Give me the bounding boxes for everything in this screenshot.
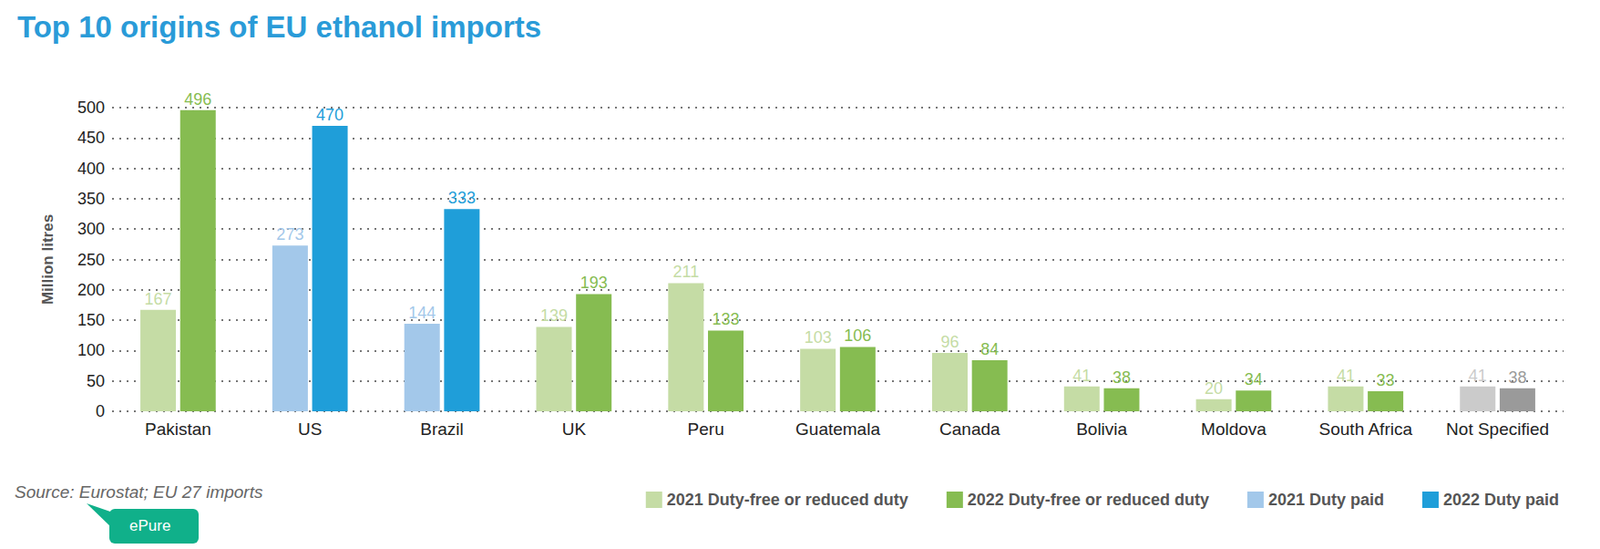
svg-text:144: 144 (408, 303, 436, 322)
svg-text:41: 41 (1336, 366, 1355, 385)
svg-text:Source: Eurostat; EU 27 import: Source: Eurostat; EU 27 imports (14, 482, 264, 502)
svg-text:34: 34 (1244, 369, 1263, 389)
svg-text:Pakistan: Pakistan (144, 419, 212, 439)
svg-text:38: 38 (1112, 368, 1131, 387)
svg-text:2022 Duty paid: 2022 Duty paid (1443, 490, 1559, 509)
svg-text:Peru: Peru (687, 419, 725, 439)
svg-text:133: 133 (711, 309, 739, 329)
svg-text:150: 150 (77, 310, 105, 329)
svg-text:2022 Duty-free or reduced duty: 2022 Duty-free or reduced duty (967, 490, 1210, 509)
svg-text:450: 450 (77, 128, 105, 147)
svg-text:167: 167 (144, 289, 173, 308)
svg-text:2021 Duty-free or reduced duty: 2021 Duty-free or reduced duty (666, 490, 909, 509)
svg-text:139: 139 (540, 306, 568, 325)
svg-text:Moldova: Moldova (1200, 419, 1267, 439)
svg-text:300: 300 (77, 219, 105, 238)
svg-text:2021 Duty paid: 2021 Duty paid (1268, 490, 1385, 509)
svg-text:Top 10 origins of EU ethanol i: Top 10 origins of EU ethanol imports (17, 10, 542, 44)
svg-text:333: 333 (448, 188, 476, 207)
svg-text:250: 250 (77, 250, 105, 269)
svg-text:400: 400 (77, 159, 105, 178)
svg-text:100: 100 (77, 340, 105, 359)
svg-text:41: 41 (1468, 366, 1488, 385)
svg-text:UK: UK (562, 419, 587, 439)
svg-text:41: 41 (1072, 366, 1091, 385)
svg-text:South Africa: South Africa (1319, 419, 1414, 439)
svg-text:496: 496 (184, 90, 212, 109)
svg-text:273: 273 (276, 225, 304, 244)
svg-text:Not Specified: Not Specified (1446, 419, 1549, 439)
svg-text:US: US (297, 419, 322, 439)
svg-text:103: 103 (804, 328, 832, 347)
svg-text:38: 38 (1507, 368, 1527, 387)
svg-text:96: 96 (940, 332, 959, 351)
svg-text:211: 211 (672, 262, 699, 281)
svg-text:106: 106 (843, 326, 872, 345)
svg-text:193: 193 (580, 273, 608, 292)
svg-text:0: 0 (95, 401, 105, 421)
svg-text:Guatemala: Guatemala (795, 419, 881, 439)
svg-text:50: 50 (86, 371, 105, 390)
svg-text:Canada: Canada (939, 419, 1001, 439)
svg-text:470: 470 (316, 105, 344, 124)
svg-text:84: 84 (980, 339, 999, 359)
svg-text:20: 20 (1204, 379, 1223, 398)
svg-text:350: 350 (77, 189, 105, 208)
svg-text:500: 500 (77, 98, 105, 117)
svg-text:Brazil: Brazil (420, 419, 464, 439)
svg-text:Million litres: Million litres (39, 214, 57, 305)
svg-text:Bolivia: Bolivia (1076, 419, 1128, 439)
svg-text:200: 200 (77, 280, 105, 299)
svg-text:ePure: ePure (129, 516, 171, 534)
svg-text:33: 33 (1376, 370, 1395, 390)
